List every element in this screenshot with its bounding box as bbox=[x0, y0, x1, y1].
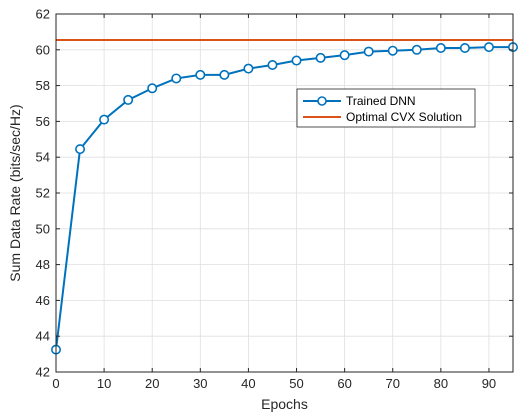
y-tick-label: 44 bbox=[36, 329, 50, 344]
data-point bbox=[147, 83, 158, 94]
data-point bbox=[243, 63, 254, 74]
x-axis-tick-labels: 0 10 20 30 40 50 60 70 80 90 bbox=[52, 376, 496, 391]
data-point bbox=[75, 144, 86, 155]
x-tick-label: 30 bbox=[193, 376, 207, 391]
y-axis-tick-labels: 42 44 46 48 50 52 54 56 58 60 62 bbox=[36, 7, 50, 380]
legend-label-trained-dnn: Trained DNN bbox=[346, 94, 416, 108]
y-tick-label: 56 bbox=[36, 114, 50, 129]
data-point bbox=[99, 114, 110, 125]
legend: Trained DNN Optimal CVX Solution bbox=[296, 88, 476, 128]
x-tick-label: 10 bbox=[97, 376, 111, 391]
y-tick-label: 48 bbox=[36, 257, 50, 272]
data-point bbox=[219, 69, 230, 80]
x-tick-label: 90 bbox=[482, 376, 496, 391]
grid-lines bbox=[55, 13, 513, 373]
y-tick-label: 46 bbox=[36, 293, 50, 308]
x-tick-label: 20 bbox=[145, 376, 159, 391]
x-tick-label: 40 bbox=[241, 376, 255, 391]
y-tick-label: 62 bbox=[36, 7, 50, 22]
y-axis-label: Sum Data Rate (bits/sec/Hz) bbox=[7, 104, 23, 281]
x-tick-label: 60 bbox=[337, 376, 351, 391]
data-point bbox=[459, 43, 470, 54]
y-tick-label: 58 bbox=[36, 78, 50, 93]
y-tick-label: 52 bbox=[36, 186, 50, 201]
x-tick-label: 80 bbox=[434, 376, 448, 391]
data-point bbox=[387, 45, 398, 56]
data-point bbox=[195, 69, 206, 80]
data-point bbox=[123, 94, 134, 105]
data-point bbox=[315, 52, 326, 63]
axis-ticks bbox=[55, 13, 513, 373]
y-tick-label: 60 bbox=[36, 42, 50, 57]
legend-box bbox=[296, 88, 476, 128]
data-point bbox=[339, 50, 350, 61]
data-point bbox=[363, 46, 374, 57]
x-tick-label: 50 bbox=[289, 376, 303, 391]
y-tick-label: 50 bbox=[36, 221, 50, 236]
legend-label-optimal-cvx: Optimal CVX Solution bbox=[346, 110, 462, 124]
x-tick-label: 0 bbox=[52, 376, 59, 391]
y-tick-label: 42 bbox=[36, 365, 50, 380]
data-point bbox=[171, 73, 182, 84]
legend-marker-trained-dnn bbox=[317, 96, 327, 106]
data-point bbox=[483, 42, 494, 53]
data-point bbox=[411, 44, 422, 55]
x-axis-label: Epochs bbox=[261, 396, 308, 412]
data-point bbox=[291, 55, 302, 66]
y-tick-label: 54 bbox=[36, 150, 50, 165]
plot-series bbox=[50, 38, 518, 355]
data-point bbox=[435, 43, 446, 54]
x-tick-label: 70 bbox=[386, 376, 400, 391]
data-point bbox=[267, 60, 278, 71]
